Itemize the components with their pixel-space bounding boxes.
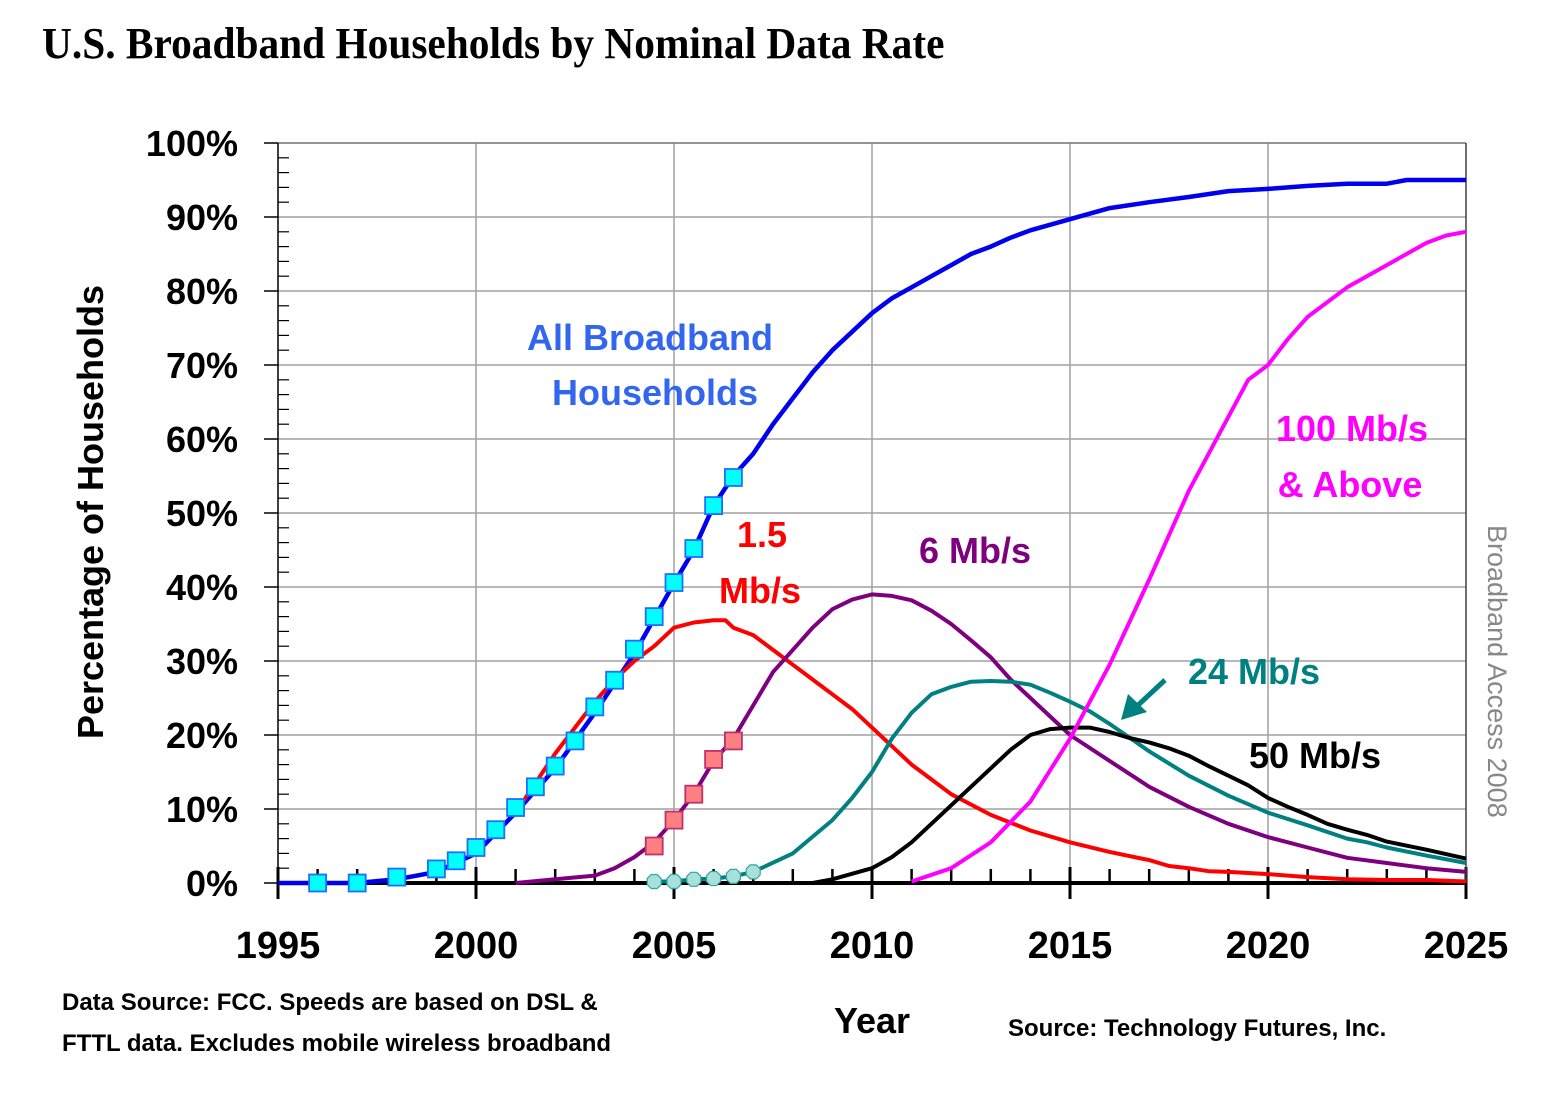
series-line-50-mb-s — [812, 725, 1467, 885]
series-markers — [308, 468, 761, 893]
marker-6-mbps — [724, 731, 743, 751]
y-tick-label: 10% — [166, 789, 238, 830]
x-tick-label: 2020 — [1226, 925, 1311, 967]
marker-all-broadband — [506, 798, 526, 817]
y-tick-label: 60% — [166, 419, 238, 460]
x-tick-label: 2000 — [434, 925, 519, 967]
y-tick-label: 40% — [166, 567, 238, 608]
annotation-1-5-mbps: 1.5 Mb/s — [719, 514, 801, 611]
source-note: Source: Technology Futures, Inc. — [1008, 1015, 1386, 1042]
y-tick-label: 50% — [166, 493, 238, 534]
series-line-100-mb-s-above — [910, 229, 1467, 884]
annotation-6-mbps: 6 Mb/s — [919, 530, 1031, 571]
y-tick-label: 80% — [166, 271, 238, 312]
marker-all-broadband — [644, 607, 664, 626]
x-tick-label: 2025 — [1424, 925, 1509, 967]
y-tick-label: 90% — [166, 197, 238, 238]
marker-all-broadband — [704, 496, 723, 516]
marker-all-broadband — [545, 756, 565, 776]
marker-all-broadband — [387, 867, 407, 887]
marker-6-mbps — [644, 836, 664, 856]
data-source-note-line2: FTTL data. Excludes mobile wireless broa… — [62, 1030, 611, 1057]
marker-all-broadband — [565, 731, 585, 751]
chart-title: U.S. Broadband Households by Nominal Dat… — [42, 19, 945, 68]
annotation-50-mbps: 50 Mb/s — [1249, 735, 1381, 776]
marker-all-broadband — [625, 639, 644, 659]
marker-all-broadband — [585, 697, 605, 717]
y-tick-label: 100% — [146, 123, 238, 164]
watermark: Broadband Access 2008 — [1482, 525, 1512, 818]
annotation-100-mbps-line1: 100 Mb/s — [1276, 408, 1428, 449]
x-axis-label: Year — [834, 1000, 910, 1041]
marker-6-mbps — [664, 810, 684, 830]
annotation-all-broadband: All Broadband Households — [527, 317, 773, 413]
marker-24-mbps — [646, 873, 662, 890]
marker-24-mbps — [666, 873, 682, 890]
y-tick-label: 70% — [166, 345, 238, 386]
annotation-24-mbps: 24 Mb/s — [1121, 651, 1320, 720]
axes — [264, 142, 1468, 899]
marker-all-broadband — [664, 573, 684, 592]
marker-all-broadband — [347, 873, 367, 893]
marker-24-mbps — [725, 868, 742, 884]
annotation-all-broadband-line1: All Broadband — [527, 317, 773, 358]
x-tick-label: 2010 — [830, 925, 915, 967]
marker-all-broadband — [308, 873, 328, 893]
y-tick-label: 30% — [166, 641, 238, 682]
marker-24-mbps — [745, 864, 761, 880]
marker-6-mbps — [704, 750, 723, 769]
marker-all-broadband — [426, 859, 446, 879]
series-line-24-mb-s — [654, 679, 1467, 884]
marker-24-mbps — [705, 870, 722, 887]
y-tick-label: 20% — [166, 715, 238, 756]
marker-all-broadband — [526, 777, 545, 797]
annotation-100-mbps-line2: & Above — [1278, 464, 1423, 505]
annotation-100-mbps: 100 Mb/s & Above — [1276, 408, 1428, 505]
data-source-note-line1: Data Source: FCC. Speeds are based on DS… — [62, 989, 598, 1016]
annotation-all-broadband-line2: Households — [552, 372, 758, 413]
x-tick-labels: 1995 2000 2005 2010 2015 2020 2025 — [236, 925, 1509, 967]
arrow-icon — [1121, 678, 1167, 720]
marker-all-broadband — [486, 820, 506, 840]
marker-all-broadband — [605, 670, 624, 690]
y-tick-labels: 0% 10% 20% 30% 40% 50% 60% 70% 80% 90% 100% — [146, 123, 238, 904]
marker-6-mbps — [684, 784, 704, 804]
marker-all-broadband — [724, 468, 743, 487]
x-tick-label: 2015 — [1028, 925, 1113, 967]
x-tick-label: 2005 — [632, 925, 717, 967]
y-tick-label: 0% — [186, 863, 238, 904]
x-tick-label: 1995 — [236, 925, 321, 967]
y-axis-label: Percentage of Households — [70, 285, 111, 739]
annotation-1-5-mbps-line1: 1.5 — [737, 514, 787, 555]
marker-all-broadband — [684, 539, 704, 558]
marker-24-mbps — [686, 871, 702, 887]
annotation-1-5-mbps-line2: Mb/s — [719, 570, 801, 611]
annotation-24-mbps-label: 24 Mb/s — [1188, 651, 1320, 692]
marker-all-broadband — [466, 838, 486, 857]
marker-all-broadband — [446, 851, 466, 871]
